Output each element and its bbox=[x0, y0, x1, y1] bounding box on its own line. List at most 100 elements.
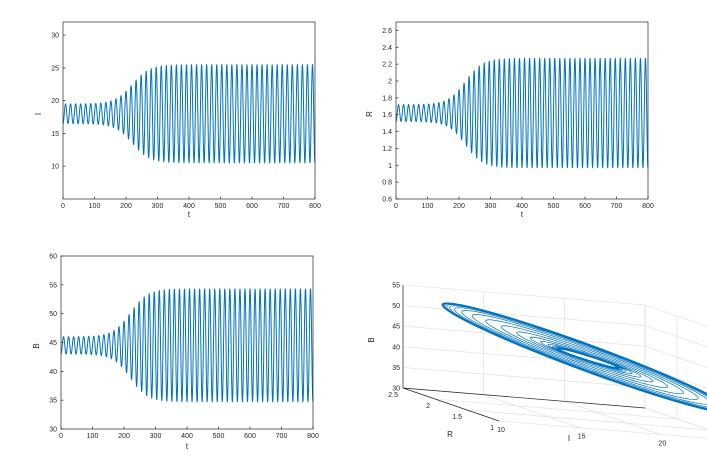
b-x-tick-label: 300 bbox=[150, 433, 162, 440]
grid-line bbox=[644, 325, 707, 348]
b-y-tick-label: 50 bbox=[49, 311, 57, 318]
b-y-tick-label: 55 bbox=[49, 282, 57, 289]
b-y-tick-label: 60 bbox=[49, 254, 57, 261]
r-x-tick-label: 0 bbox=[394, 203, 398, 210]
phase-i-tick-label: 15 bbox=[578, 434, 586, 441]
r-y-axis-label: R bbox=[365, 111, 374, 117]
r-x-tick-label: 400 bbox=[516, 203, 528, 210]
grid-line bbox=[564, 401, 661, 435]
grid-line bbox=[402, 284, 646, 306]
r-y-tick-label: 2.4 bbox=[382, 45, 392, 52]
grid-line bbox=[483, 394, 580, 428]
phase-b-tick-label: 35 bbox=[392, 365, 400, 372]
grid-line bbox=[644, 304, 707, 327]
r-x-tick-label: 600 bbox=[579, 203, 591, 210]
i-y-tick-label: 30 bbox=[51, 33, 59, 40]
b-x-tick-label: 100 bbox=[87, 433, 99, 440]
phase-portrait-grid bbox=[402, 284, 707, 439]
grid-line bbox=[644, 407, 707, 430]
r-y-tick-label: 2.2 bbox=[382, 62, 392, 69]
phase-r-tick-label: 1 bbox=[490, 425, 494, 432]
i-plot-box bbox=[62, 21, 316, 200]
b-y-tick-label: 40 bbox=[49, 369, 57, 376]
phase-r-axis-label: R bbox=[447, 430, 453, 439]
grid-line bbox=[466, 409, 707, 431]
b-y-tick-label: 30 bbox=[49, 427, 57, 434]
r-plot-box bbox=[395, 21, 649, 200]
phase-b-tick-label: 50 bbox=[392, 303, 400, 310]
i-series-line bbox=[62, 64, 316, 164]
b-y-axis-label: B bbox=[32, 343, 41, 348]
grid-line bbox=[498, 420, 707, 439]
i-y-tick-label: 15 bbox=[51, 131, 59, 138]
r-x-axis-label: t bbox=[521, 210, 524, 219]
i-x-tick-label: 500 bbox=[215, 203, 227, 210]
i-x-tick-label: 200 bbox=[120, 203, 132, 210]
phase-b-axis-label: B bbox=[367, 337, 376, 342]
panel-i-vs-t: 0 100 200 300 400 500 600 700 800 10 15 20 25 30 t I bbox=[34, 21, 321, 219]
b-x-tick-label: 600 bbox=[244, 433, 256, 440]
i-x-tick-label: 600 bbox=[246, 203, 258, 210]
grid-line bbox=[644, 345, 707, 368]
r-y-tick-label: 2 bbox=[388, 79, 392, 86]
b-x-axis-label: t bbox=[186, 442, 189, 451]
phase-r-tick-label: 2 bbox=[426, 403, 430, 410]
phase-b-tick-label: 55 bbox=[392, 283, 400, 290]
i-y-tick-label: 10 bbox=[51, 164, 59, 171]
b-x-tick-label: 700 bbox=[276, 433, 288, 440]
b-x-tick-label: 500 bbox=[213, 433, 225, 440]
phase-portrait-trajectory bbox=[441, 302, 707, 411]
b-y-tick-label: 45 bbox=[49, 340, 57, 347]
r-y-tick-label: 0.6 bbox=[382, 197, 392, 204]
r-x-tick-label: 700 bbox=[611, 203, 623, 210]
phase-b-tick-label: 40 bbox=[392, 344, 400, 351]
r-y-tick-label: 1 bbox=[388, 163, 392, 170]
r-y-tick-label: 1.4 bbox=[382, 129, 392, 136]
phase-b-tick-label: 30 bbox=[392, 386, 400, 393]
b-plot-box bbox=[60, 255, 314, 430]
b-x-tick-label: 400 bbox=[181, 433, 193, 440]
r-y-tick-label: 1.2 bbox=[382, 146, 392, 153]
b-y-tick-label: 35 bbox=[49, 398, 57, 405]
r-series-line bbox=[395, 57, 649, 169]
i-x-tick-label: 800 bbox=[309, 203, 321, 210]
i-x-tick-label: 700 bbox=[278, 203, 290, 210]
grid-line bbox=[402, 367, 646, 388]
grid-line bbox=[402, 325, 646, 347]
r-y-tick-label: 0.8 bbox=[382, 180, 392, 187]
phase-r-tick-label: 2.5 bbox=[388, 392, 398, 399]
panel-b-vs-t: 0 100 200 300 400 500 600 700 800 30 35 40 45 50 55 60… bbox=[32, 254, 319, 452]
i-x-tick-label: 0 bbox=[61, 203, 65, 210]
grid-line bbox=[644, 407, 707, 430]
i-y-tick-label: 20 bbox=[51, 98, 59, 105]
phase-i-axis-label: I bbox=[568, 434, 570, 443]
i-y-tick-label: 25 bbox=[51, 65, 59, 72]
phase-i-tick-label: 10 bbox=[497, 427, 505, 434]
i-x-tick-label: 300 bbox=[152, 203, 164, 210]
r-y-tick-label: 1.6 bbox=[382, 112, 392, 119]
r-x-tick-label: 300 bbox=[485, 203, 497, 210]
b-x-tick-label: 0 bbox=[59, 433, 63, 440]
phase-i-tick-label: 20 bbox=[658, 440, 666, 447]
r-y-tick-label: 2.6 bbox=[382, 28, 392, 35]
i-x-axis-label: t bbox=[188, 210, 191, 219]
r-x-tick-label: 200 bbox=[453, 203, 465, 210]
r-y-tick-label: 1.8 bbox=[382, 95, 392, 102]
phase-b-tick-label: 45 bbox=[392, 324, 400, 331]
r-x-tick-label: 800 bbox=[642, 203, 654, 210]
b-x-tick-label: 800 bbox=[307, 433, 319, 440]
grid-line bbox=[434, 398, 678, 420]
phase-r-tick-label: 1.5 bbox=[452, 414, 462, 421]
grid-line bbox=[402, 305, 646, 326]
i-x-tick-label: 100 bbox=[89, 203, 101, 210]
i-x-tick-label: 400 bbox=[183, 203, 195, 210]
grid-line bbox=[402, 346, 646, 368]
b-series-line bbox=[60, 288, 314, 403]
b-x-tick-label: 200 bbox=[118, 433, 130, 440]
panel-r-vs-t: 0 100 200 300 400 500 600 700 800 0.6 0.8 1 1.2 1.4 1… bbox=[365, 21, 654, 219]
r-x-tick-label: 500 bbox=[548, 203, 560, 210]
r-x-tick-label: 100 bbox=[422, 203, 434, 210]
i-y-axis-label: I bbox=[34, 113, 43, 115]
